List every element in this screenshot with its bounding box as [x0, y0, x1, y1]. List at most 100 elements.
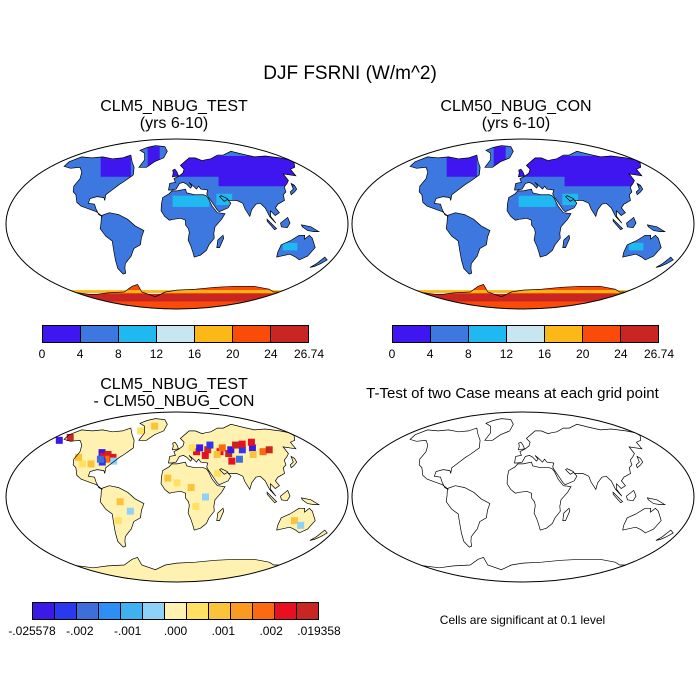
- map-border-test: [5, 138, 349, 310]
- colorbar-con-tick-label: 20: [576, 347, 590, 361]
- antarctica-coast-con: [352, 290, 694, 293]
- panel-test-title-line1: CLM5_NBUG_TEST: [100, 98, 248, 115]
- desert-region-2-con: [628, 242, 644, 251]
- coastline-madagascar-diff: [216, 507, 225, 521]
- antarctica-interior-con: [352, 293, 694, 302]
- colorbar-con: [392, 325, 659, 343]
- coastline-indonesia-sumatra-test: [266, 218, 278, 231]
- diff-cell-24: [238, 440, 246, 448]
- land-fill-south-america-test: [100, 212, 144, 275]
- colorbar-con-swatch: [431, 326, 469, 342]
- coastline-japan-diff: [289, 455, 298, 469]
- coastline-indonesia-borneo-diff: [280, 489, 291, 502]
- diff-cell-20: [201, 451, 209, 459]
- diff-cell-43: [55, 436, 63, 444]
- land-fill-antarctica-diff: [71, 557, 283, 582]
- colorbar-diff-swatch: [77, 603, 99, 619]
- land-fill-madagascar-con: [562, 235, 570, 248]
- antarctica-interior-test: [6, 293, 348, 302]
- land-fill-madagascar-diff: [216, 508, 224, 521]
- coastline-north-america-ttest: [409, 427, 481, 490]
- colorbar-test-swatch: [43, 326, 81, 342]
- coastline-africa-con: [506, 188, 572, 258]
- diff-cell-16: [218, 444, 226, 452]
- coastline-new-guinea-test: [300, 224, 321, 232]
- coastline-indonesia-borneo-con: [626, 216, 637, 229]
- colorbar-diff-swatch: [253, 603, 275, 619]
- colorbar-con-tick-label: 0: [388, 347, 396, 361]
- colorbar-con-swatch: [469, 326, 507, 342]
- main-title: DJF FSRNI (W/m^2): [263, 63, 437, 84]
- diff-cell-41: [290, 517, 298, 525]
- diff-cell-35: [192, 502, 200, 510]
- colorbar-test-swatch: [81, 326, 119, 342]
- colorbar-test-tick-label: 24: [264, 347, 278, 361]
- colorbar-diff-tick-label: .002: [259, 624, 283, 638]
- coastline-uk-diff: [171, 441, 179, 451]
- coastline-australia-diff: [276, 507, 316, 534]
- panel-con-title-line1: CLM50_NBUG_CON: [440, 98, 592, 115]
- diff-cell-8: [87, 460, 95, 468]
- diff-cell-21: [188, 444, 196, 452]
- colorbar-diff-swatch: [231, 603, 253, 619]
- colorbar-con-swatch: [393, 326, 431, 342]
- land-fill-indonesia-borneo-test: [280, 217, 290, 228]
- diff-cell-27: [265, 446, 273, 454]
- land-fill-new-guinea-test: [301, 224, 319, 232]
- colorbar-test-tick-label: 20: [226, 347, 240, 361]
- coastline-indonesia-sumatra-diff: [266, 491, 278, 504]
- land-fill-new-guinea-con: [647, 224, 665, 232]
- diff-cell-5: [109, 453, 117, 461]
- colorbar-diff-swatch: [143, 603, 165, 619]
- coastline-madagascar-con: [562, 234, 571, 248]
- diff-cell-42: [297, 521, 305, 529]
- diff-cell-34: [202, 493, 209, 501]
- colorbar-test-tick-label: 8: [114, 347, 122, 361]
- coastline-south-america-test: [99, 212, 145, 275]
- colorbar-diff: [32, 602, 319, 620]
- colorbar-con-tick-label: 26.74: [643, 347, 675, 361]
- colorbar-diff-tick-label: .000: [163, 624, 188, 638]
- coastline-indonesia-sumatra-ttest: [612, 491, 624, 504]
- colorbar-diff-swatch: [209, 603, 231, 619]
- coastline-japan-test: [289, 182, 298, 196]
- diff-cell-37: [214, 469, 222, 477]
- land-fill-south-america-con: [446, 212, 490, 275]
- coastline-greenland-con: [484, 145, 514, 168]
- antarctica-coast-test: [6, 290, 348, 293]
- colorbar-con-tick-label: 4: [426, 347, 434, 361]
- colorbar-test-swatch: [233, 326, 271, 342]
- diff-cell-26: [259, 448, 267, 456]
- diff-cell-18: [227, 446, 235, 454]
- diff-cell-7: [78, 460, 86, 468]
- colorbar-test-swatch: [119, 326, 157, 342]
- colorbar-diff-swatch: [99, 603, 121, 619]
- diff-cell-14: [206, 441, 214, 449]
- coastline-uk-con: [517, 168, 525, 178]
- panel-diff-title-line1: CLM5_NBUG_TEST: [100, 376, 248, 393]
- land-fill-madagascar-test: [216, 235, 224, 248]
- coastline-north-america-diff: [63, 427, 135, 490]
- diff-cell-3: [105, 455, 113, 463]
- diff-cell-11: [193, 448, 201, 456]
- desert-region-0-test: [172, 195, 210, 207]
- coastline-south-america-diff: [99, 485, 145, 548]
- desert-region-1-test: [216, 193, 233, 206]
- land-fill-indonesia-borneo-diff: [280, 490, 290, 501]
- coastline-indonesia-borneo-ttest: [626, 489, 637, 502]
- coastline-australia-con: [622, 234, 662, 261]
- coastline-new-guinea-con: [646, 224, 667, 232]
- colorbar-con-swatch: [545, 326, 583, 342]
- colorbar-diff-tick-label: -.002: [66, 624, 94, 638]
- colorbar-diff-tick-label: -.001: [113, 624, 142, 638]
- colorbar-diff-tick-label: -.025578: [8, 624, 56, 638]
- diff-cell-29: [247, 438, 255, 446]
- land-fill-indonesia-borneo-con: [626, 217, 636, 228]
- coastline-eurasia-test: [168, 150, 297, 224]
- colorbar-con-swatch: [507, 326, 545, 342]
- colorbar-diff-swatch: [187, 603, 209, 619]
- coastline-new-zealand-ttest: [655, 529, 674, 541]
- desert-region-1-con: [562, 193, 579, 206]
- diff-cell-2: [104, 451, 112, 458]
- colorbar-test-tick-label: 12: [149, 347, 164, 361]
